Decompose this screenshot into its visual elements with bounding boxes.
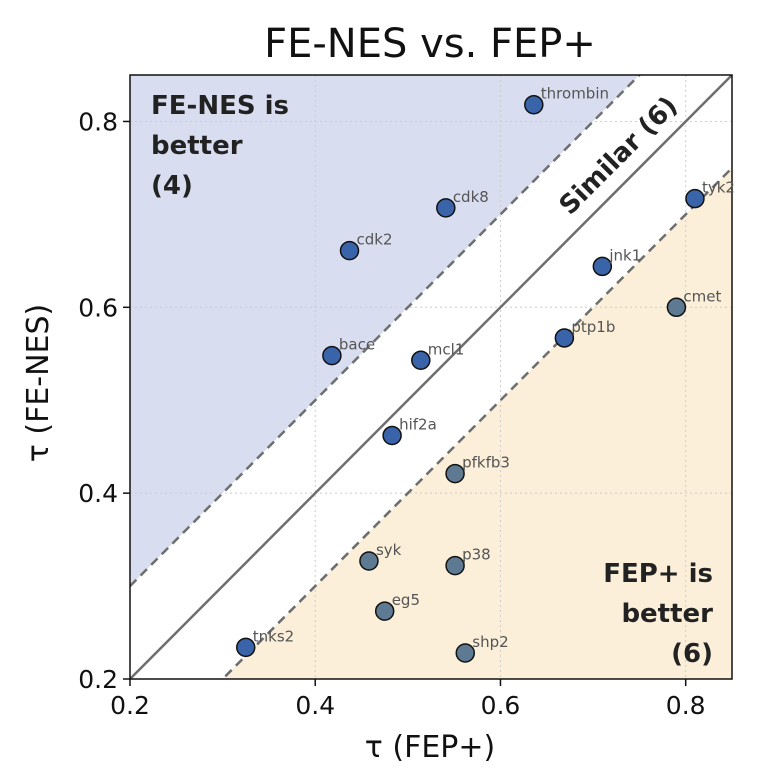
point-label-pfkfb3: pfkfb3 (462, 454, 510, 472)
point-label-p38: p38 (462, 546, 491, 564)
y-tick-label: 0.8 (78, 107, 118, 136)
region-label-fep: better (621, 599, 713, 629)
data-point-eg5 (374, 601, 395, 621)
data-point-ptp1b (554, 328, 575, 348)
data-point-tyk2 (685, 188, 705, 209)
point-label-thrombin: thrombin (541, 85, 609, 103)
point-label-tyk2: tyk2 (702, 179, 735, 197)
point-label-shp2: shp2 (472, 633, 508, 651)
offset-line (130, 75, 642, 587)
offset-line (220, 167, 732, 679)
plot-area: 0.2 0.4 0.6 0.8 0.2 0.4 0.6 0.8 FE-NES is better (… (78, 74, 735, 720)
region-label-fep: FEP+ is (603, 559, 713, 589)
plot-frame (129, 74, 733, 680)
x-tick-label: 0.4 (295, 691, 335, 720)
region-fep-better (222, 167, 732, 679)
y-tick-label: 0.4 (78, 479, 118, 508)
point-label-cdk2: cdk2 (356, 231, 392, 249)
data-point-cdk8 (436, 198, 456, 218)
data-point-tnks2 (236, 637, 256, 658)
data-point-cdk2 (339, 240, 360, 261)
data-point-pfkfb3 (445, 463, 465, 484)
data-point-syk (359, 551, 379, 571)
point-label-eg5: eg5 (392, 591, 420, 609)
y-axis-label: τ (FE-NES) (21, 304, 56, 462)
region-label-fe-nes: better (151, 131, 243, 161)
data-point-cmet (666, 297, 687, 318)
point-label-bace: bace (339, 336, 375, 354)
point-label-ptp1b: ptp1b (571, 318, 615, 336)
y-tick-label: 0.2 (78, 665, 118, 694)
x-tick-label: 0.6 (481, 691, 521, 720)
x-tick-label: 0.2 (110, 691, 150, 720)
point-label-mcl1: mcl1 (428, 340, 465, 358)
data-point-shp2 (455, 643, 476, 663)
plot-clip-group (130, 75, 732, 679)
x-tick-label: 0.8 (666, 691, 706, 720)
point-label-cmet: cmet (683, 287, 721, 305)
point-label-cdk8: cdk8 (453, 188, 489, 206)
point-label-jnk1: jnk1 (608, 246, 641, 264)
data-point-hif2a (382, 425, 402, 446)
point-label-syk: syk (376, 541, 402, 559)
region-label-fe-nes: (4) (151, 171, 193, 201)
x-axis-label: τ (FEP+) (365, 730, 495, 765)
y-tick-label: 0.6 (78, 293, 118, 322)
region-label-fe-nes: FE-NES is (151, 91, 289, 121)
identity-line (130, 75, 732, 679)
data-point-bace (322, 345, 342, 366)
data-point-mcl1 (411, 350, 431, 371)
data-point-p38 (445, 555, 465, 576)
chart-title: FE-NES vs. FEP+ (264, 21, 596, 67)
data-point-thrombin (524, 94, 544, 115)
data-point-jnk1 (592, 256, 613, 277)
point-label-tnks2: tnks2 (253, 627, 294, 645)
point-label-hif2a: hif2a (399, 416, 437, 434)
region-label-fep: (6) (671, 639, 713, 669)
